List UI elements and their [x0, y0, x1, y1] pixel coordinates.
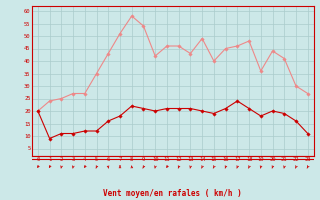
Text: Vent moyen/en rafales ( km/h ): Vent moyen/en rafales ( km/h ) [103, 189, 242, 198]
